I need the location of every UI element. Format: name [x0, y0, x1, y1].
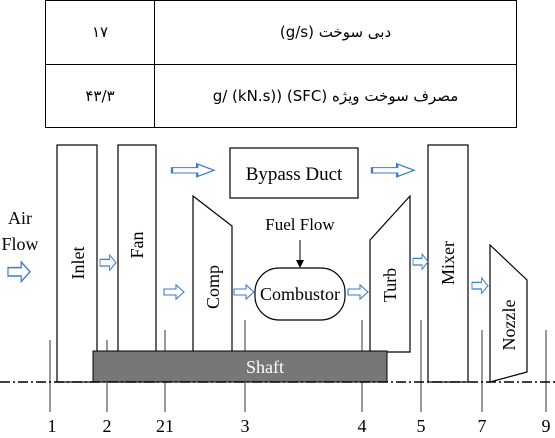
- flow-arrow: [170, 162, 216, 178]
- cell: ۱۷: [45, 0, 155, 65]
- turb-label: Turb: [380, 268, 400, 302]
- station-label: 2: [103, 416, 112, 436]
- cell: مصرف سوخت ویژه (SFC) (g/ (kN.s): [154, 63, 517, 128]
- flow-arrow: [412, 253, 429, 271]
- station-label: 1: [48, 416, 57, 436]
- station-label: 21: [156, 416, 174, 436]
- nozzle-box: [489, 243, 528, 383]
- inlet-box: [56, 144, 98, 383]
- bypass-box: [229, 147, 359, 199]
- flow-arrow: [347, 284, 369, 300]
- fuel-flow-label: Fuel Flow: [265, 215, 335, 234]
- flow-arrow: [163, 284, 185, 300]
- fan-box: [117, 144, 157, 383]
- flow-arrow: [7, 261, 31, 283]
- station-label: 3: [241, 416, 250, 436]
- flow-arrow: [99, 254, 117, 272]
- fan-label: Fan: [127, 232, 147, 259]
- combustor-label: Combustor: [260, 284, 340, 304]
- flow-arrow: [233, 284, 255, 300]
- station-label: 7: [478, 416, 487, 436]
- station-label: 9: [542, 416, 551, 436]
- station-label: 5: [417, 416, 426, 436]
- fuel-arrowhead: [296, 260, 304, 268]
- nozzle-label: Nozzle: [499, 300, 519, 351]
- turb-box: [369, 194, 411, 353]
- fuel-table: ۱۷ دبی سوخت (g/s) ۴۳/۳ مصرف سوخت ویژه (S…: [45, 0, 517, 128]
- station-label: 4: [358, 416, 367, 436]
- air-flow-label: Flow: [1, 234, 38, 254]
- flow-arrow: [370, 162, 416, 178]
- cell: ۴۳/۳: [45, 63, 155, 128]
- bypass-label: Bypass Duct: [246, 164, 343, 185]
- mixer-box: [427, 144, 469, 383]
- inlet-label: Inlet: [68, 247, 88, 280]
- shaft-label: Shaft: [246, 357, 284, 377]
- comp-label: Comp: [203, 265, 223, 309]
- cell: دبی سوخت (g/s): [154, 0, 517, 65]
- station-labels: 1 2 21 3 4 5 7 9: [48, 416, 551, 436]
- table-row: ۱۷ دبی سوخت (g/s): [45, 0, 517, 65]
- air-flow-label: Air: [8, 208, 32, 228]
- flow-arrow: [471, 277, 489, 295]
- shaft-box: [92, 350, 388, 383]
- mixer-label: Mixer: [438, 241, 458, 285]
- table-row: ۴۳/۳ مصرف سوخت ویژه (SFC) (g/ (kN.s): [45, 63, 517, 128]
